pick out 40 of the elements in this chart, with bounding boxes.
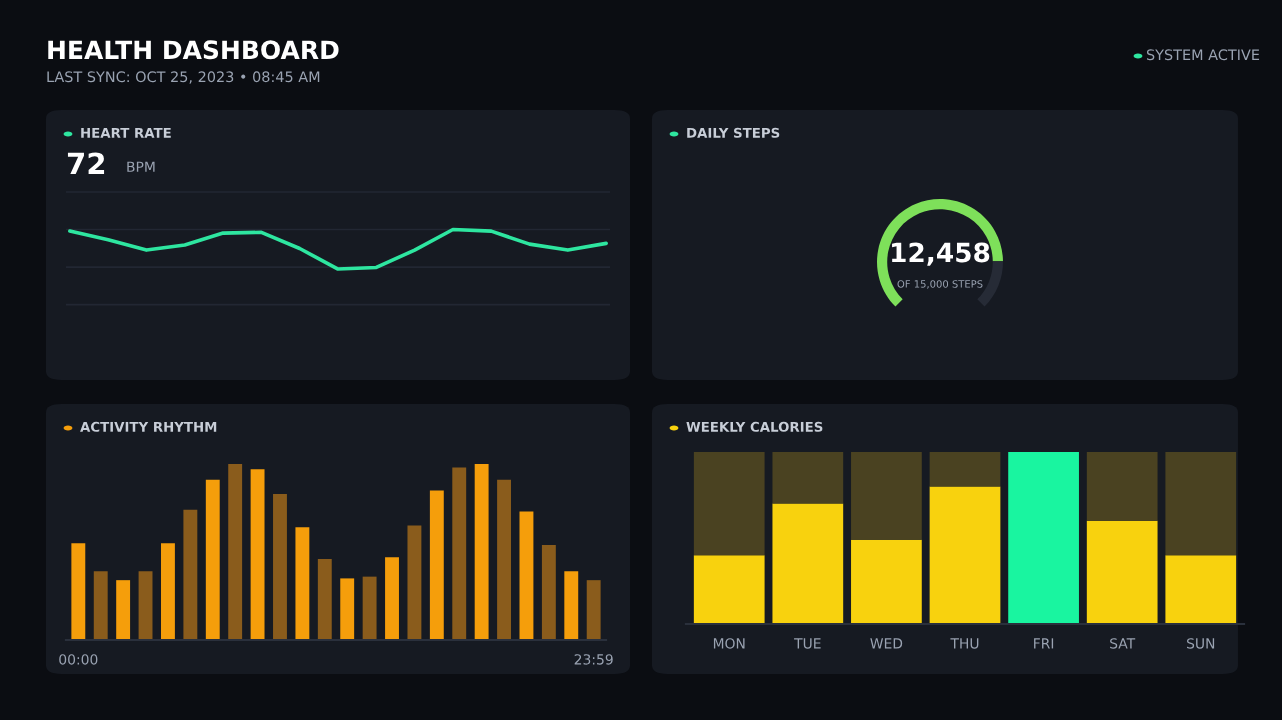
- bar: [541, 544, 556, 640]
- bar: [851, 452, 922, 540]
- bar: [93, 571, 108, 640]
- text: HEALTH DASHBOARD: [48, 40, 339, 60]
- text: 12,458: [892, 242, 990, 266]
- bar: [385, 557, 399, 640]
- bar: [693, 452, 765, 556]
- bar: [205, 479, 220, 640]
- bar: [1086, 520, 1158, 624]
- bar: [116, 580, 131, 640]
- bar: [929, 486, 1001, 624]
- bar: [772, 503, 844, 624]
- bar: [1165, 555, 1237, 624]
- bar: [250, 469, 265, 640]
- bar: [228, 464, 243, 640]
- bar: [851, 539, 922, 624]
- bar: [429, 490, 444, 640]
- text: 72: [67, 152, 105, 175]
- bar: [1165, 452, 1237, 556]
- bar: [772, 452, 844, 504]
- bar: [693, 555, 765, 624]
- bar: [317, 559, 332, 640]
- bar: [183, 509, 198, 640]
- bar: [161, 543, 175, 640]
- bar: [474, 464, 489, 640]
- bar: [340, 578, 355, 640]
- bar: [452, 467, 467, 640]
- bar: [71, 543, 86, 640]
- bar: [519, 511, 534, 640]
- bar: [362, 576, 377, 640]
- bar: [273, 493, 287, 640]
- bar: [138, 571, 153, 640]
- bar: [407, 525, 422, 640]
- bar: [586, 580, 601, 640]
- bar: [1086, 452, 1158, 521]
- bar: [497, 479, 511, 640]
- bar: [295, 527, 310, 640]
- bar: [1008, 452, 1079, 624]
- bar: [564, 571, 579, 640]
- bar: [929, 452, 1001, 487]
